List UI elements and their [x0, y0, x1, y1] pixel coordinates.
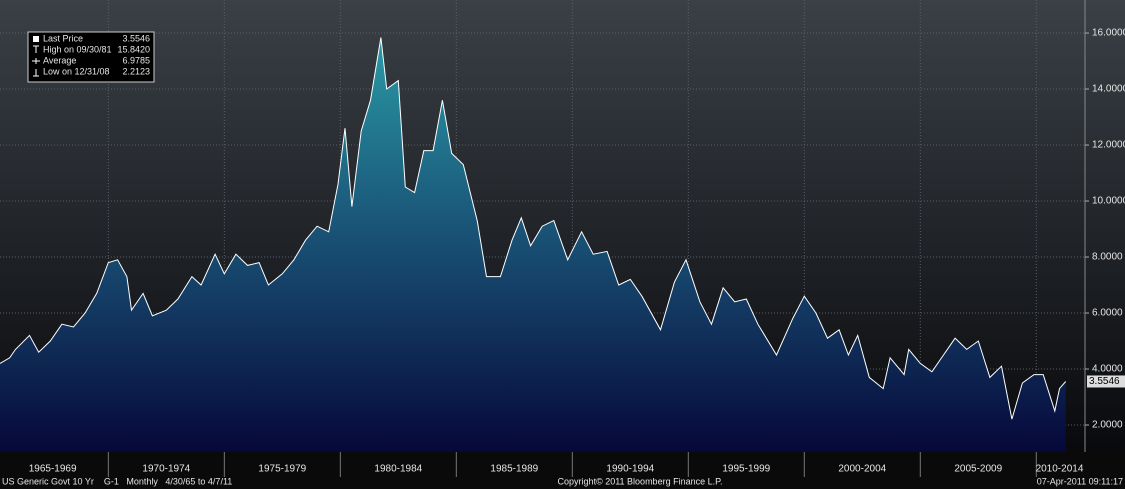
x-tick-label: 2005-2009: [954, 464, 1002, 475]
x-tick-label: 1970-1974: [142, 464, 190, 475]
y-tick-label: 4.0000: [1092, 364, 1123, 375]
x-tick-label: 1985-1989: [490, 464, 538, 475]
last-price-tag: [1087, 375, 1125, 388]
y-tick-label: 6.0000: [1092, 308, 1123, 319]
legend-icon: [32, 58, 40, 64]
legend-icon: [33, 36, 39, 42]
legend-label: Average: [43, 55, 76, 65]
axis-band: [0, 452, 1125, 489]
y-tick-label: 8.0000: [1092, 252, 1123, 263]
x-tick-label: 1975-1979: [258, 464, 306, 475]
legend: Last Price 3.5546 High on 09/30/81 15.84…: [27, 31, 155, 83]
x-tick-label: 1990-1994: [606, 464, 654, 475]
legend-label: High on 09/30/81: [43, 44, 112, 54]
last-price-label: 3.5546: [1089, 376, 1120, 387]
y-tick-label: 2.0000: [1092, 420, 1123, 431]
x-tick-label: 1995-1999: [722, 464, 770, 475]
line: [0, 37, 1067, 420]
x-tick-label: 1965-1969: [29, 464, 77, 475]
legend-value: 15.8420: [117, 44, 150, 54]
footer-center: Copyright© 2011 Bloomberg Finance L.P.: [558, 476, 723, 486]
y-tick-label: 16.0000: [1092, 28, 1125, 39]
legend-value: 3.5546: [122, 33, 150, 43]
legend-icon: [33, 69, 39, 77]
y-tick-label: 12.0000: [1092, 140, 1125, 151]
y-tick-label: 14.0000: [1092, 84, 1125, 95]
x-tick-label: 2010-2014: [1036, 464, 1084, 475]
footer-right: 07-Apr-2011 09:11:17: [1037, 476, 1123, 486]
legend-label: Low on 12/31/08: [43, 66, 110, 76]
legend-label: Last Price: [43, 33, 83, 43]
legend-value: 2.2123: [122, 66, 150, 76]
footer-left: US Generic Govt 10 Yr G-1 Monthly 4/30/6…: [2, 476, 232, 486]
x-tick-label: 1980-1984: [374, 464, 422, 475]
y-tick-label: 10.0000: [1092, 196, 1125, 207]
area: [0, 37, 1066, 452]
plot: [0, 0, 1085, 452]
legend-icon: [33, 45, 39, 53]
x-tick-label: 2000-2004: [838, 464, 886, 475]
legend-box: [27, 31, 155, 83]
legend-value: 6.9785: [122, 55, 150, 65]
